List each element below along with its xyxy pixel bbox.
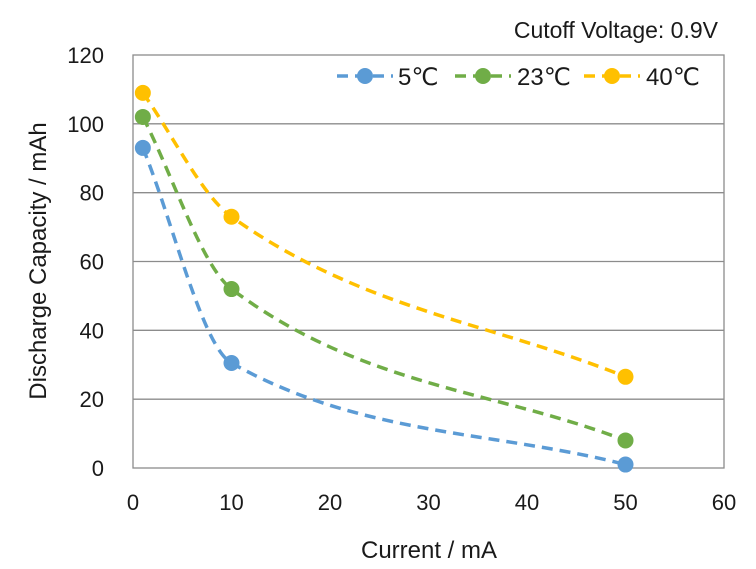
- y-tick-label: 80: [80, 181, 104, 206]
- data-point-series-1-2: [617, 432, 634, 449]
- y-tick-labels: 0 20 40 60 80 100 120: [67, 43, 104, 481]
- series-curves: [141, 91, 627, 467]
- x-tick-label: 30: [416, 490, 440, 515]
- legend-marker-2: [604, 68, 620, 84]
- y-tick-label: 40: [80, 318, 104, 343]
- cutoff-voltage-annotation: Cutoff Voltage: 0.9V: [514, 17, 719, 43]
- data-point-series-2-1: [223, 208, 240, 225]
- x-tick-labels: 0 10 20 30 40 50 60: [127, 490, 736, 515]
- y-tick-label: 100: [67, 112, 104, 137]
- data-point-series-2-2: [617, 368, 634, 385]
- data-point-series-0-2: [617, 456, 634, 473]
- x-tick-label: 50: [613, 490, 637, 515]
- gridlines: [133, 123, 724, 400]
- plot-frame: [132, 54, 725, 469]
- legend-marker-1: [475, 68, 491, 84]
- plot-area-border: [132, 54, 725, 469]
- legend-label-0: 5℃: [398, 64, 438, 91]
- legend-label-1: 23℃: [517, 64, 571, 91]
- y-tick-label: 120: [67, 43, 104, 68]
- series-points: [134, 84, 634, 473]
- y-tick-label: 60: [80, 250, 104, 275]
- y-axis-title: Discharge Capacity / mAh: [25, 122, 52, 399]
- legend-marker-0: [357, 68, 373, 84]
- data-point-series-1-1: [223, 281, 240, 298]
- x-tick-label: 10: [219, 490, 243, 515]
- x-tick-label: 20: [318, 490, 342, 515]
- data-point-series-0-0: [134, 139, 151, 156]
- x-tick-label: 60: [712, 490, 736, 515]
- y-tick-label: 0: [92, 456, 104, 481]
- legend: 5℃ 23℃ 40℃: [337, 64, 700, 91]
- data-point-series-0-1: [223, 355, 240, 372]
- series-line-0: [141, 147, 626, 467]
- legend-label-2: 40℃: [646, 64, 700, 91]
- data-point-series-2-0: [134, 84, 151, 101]
- x-tick-label: 40: [515, 490, 539, 515]
- x-axis-title: Current / mA: [361, 537, 497, 564]
- y-tick-label: 20: [80, 387, 104, 412]
- series-line-1: [141, 116, 627, 443]
- x-tick-label: 0: [127, 490, 139, 515]
- data-point-series-1-0: [134, 108, 151, 125]
- series-line-2: [141, 91, 627, 379]
